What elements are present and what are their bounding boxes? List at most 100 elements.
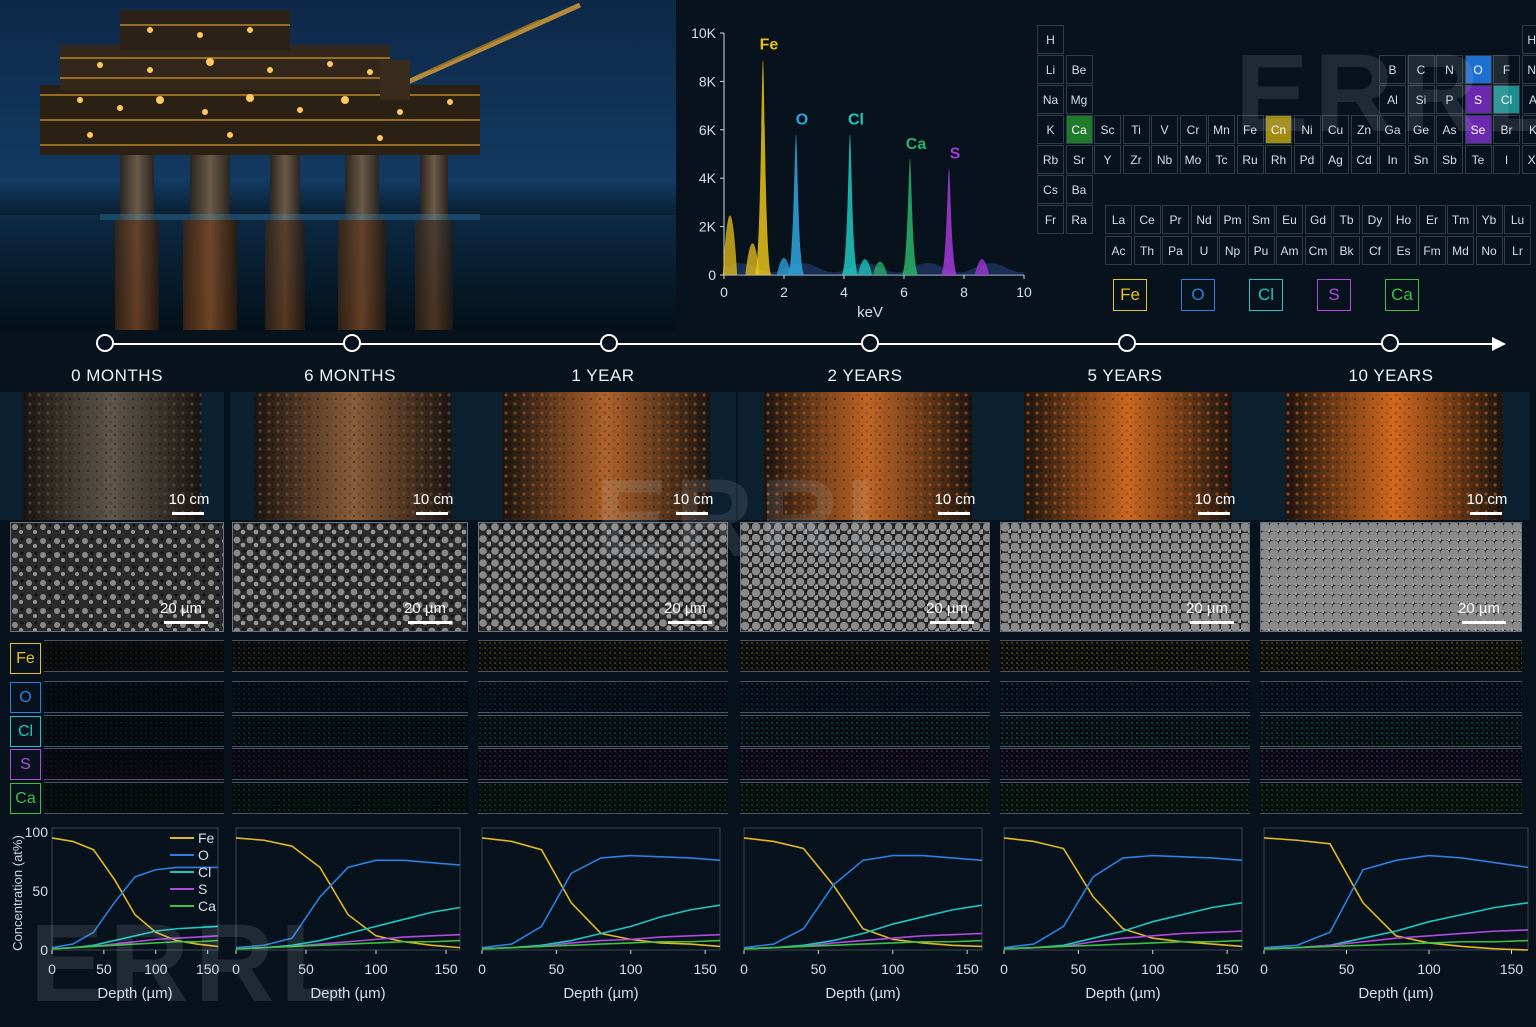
photo-scale-label: 10 cm [920,491,990,508]
element-cell-pu: Pu [1248,236,1275,265]
element-cell-pa: Pa [1162,236,1189,265]
sem-scale-label: 20 µm [1172,600,1242,617]
timeline-node [1118,334,1136,352]
photo-scale-label: 10 cm [1452,491,1522,508]
offshore-platform-photo [0,0,676,330]
element-map-s [1000,748,1250,780]
spectrum-peak-o [787,135,804,275]
element-cell-sr: Sr [1066,145,1093,174]
spectrum-peak-label-o: O [796,112,808,129]
sem-scale-bar [1462,621,1506,624]
element-cell-dy: Dy [1362,205,1389,234]
spectrum-peak-ca [901,159,918,275]
spectrum-x-axis-label: keV [857,304,883,321]
photo-scale-bar [172,512,204,515]
element-cell-sm: Sm [1248,205,1275,234]
element-cell-mg: Mg [1066,85,1093,114]
profile-x-tick-label: 0 [1260,961,1268,977]
profile-x-tick-label: 50 [811,961,827,977]
element-cell-u: U [1191,236,1218,265]
profile-x-tick-label: 100 [1417,961,1441,977]
profile-legend-label-o: O [198,847,209,863]
element-map-fe [478,640,728,672]
element-cell-fr: Fr [1037,205,1064,234]
sem-scale-label: 20 µm [650,600,720,617]
legend-item-o: O [1181,279,1215,311]
photo-scale-label: 10 cm [398,491,468,508]
timeline-axis [96,343,1494,345]
element-map-o [1000,681,1250,713]
element-cell-y: Y [1094,145,1121,174]
element-map-texture [478,783,728,814]
element-map-o [44,681,224,713]
spectrum-peak-label-cl: Cl [848,112,864,129]
spectrum-peak-cl [841,135,858,275]
element-map-texture [1000,716,1250,747]
element-map-texture [478,716,728,747]
timeline-arrowhead [1492,337,1506,351]
profile-x-tick-label: 100 [1141,961,1165,977]
element-cell-eu: Eu [1276,205,1303,234]
element-map-texture [232,783,468,814]
element-cell-ce: Ce [1134,205,1161,234]
legend-item-cl: Cl [1249,279,1283,311]
sem-scale-label: 20 µm [912,600,982,617]
profile-line-s [1264,930,1528,949]
profile-x-tick-label: 50 [1071,961,1087,977]
element-map-texture [740,641,990,672]
profile-legend-label-fe: Fe [198,830,215,846]
sem-scale-label: 20 µm [390,600,460,617]
timepoint-label: 5 YEARS [1000,366,1250,390]
sem-scale-label: 20 µm [146,600,216,617]
timeline-node [343,334,361,352]
element-map-texture [478,682,728,713]
spectrum-peak-label-s: S [950,146,961,163]
profile-legend-label-s: S [198,881,207,897]
element-map-fe [232,640,468,672]
element-map-fe [44,640,224,672]
profile-line-ca [482,941,720,949]
element-map-ca [478,782,728,814]
timepoint-label: 2 YEARS [740,366,990,390]
spectrum-peak-label-fe: Fe [760,37,779,54]
element-map-texture [1260,716,1522,747]
timeline-node [600,334,618,352]
element-cell-h: H [1037,25,1064,54]
element-map-s [232,748,468,780]
element-cell-li: Li [1037,55,1064,84]
element-map-texture [740,783,990,814]
element-cell-lr: Lr [1504,236,1531,265]
element-cell-tc: Tc [1208,145,1235,174]
element-map-texture [1000,783,1250,814]
element-cell-ca: Ca [1066,115,1093,144]
spectrum-x-tick-label: 6 [900,284,908,300]
spectrum-y-tick-label: 0 [708,267,716,283]
sem-scale-bar [408,621,452,624]
element-map-s [44,748,224,780]
element-cell-lu: Lu [1504,205,1531,234]
element-map-texture [44,682,224,713]
sem-scale-bar [930,621,974,624]
spectrum-minor-peak [975,259,989,275]
element-map-cl [740,715,990,747]
element-map-texture [740,716,990,747]
profile-x-tick-label: 50 [1339,961,1355,977]
element-cell-gd: Gd [1305,205,1332,234]
element-map-texture [740,682,990,713]
element-cell-er: Er [1419,205,1446,234]
element-map-s [478,748,728,780]
element-cell-na: Na [1037,85,1064,114]
profile-x-tick-label: 150 [693,961,717,977]
element-cell-tm: Tm [1447,205,1474,234]
spectrum-x-tick-label: 2 [780,284,788,300]
watermark-center: ERRL [595,455,918,582]
element-map-cl [478,715,728,747]
element-cell-rb: Rb [1037,145,1064,174]
spectrum-x-tick-label: 4 [840,284,848,300]
profile-line-fe [1004,838,1242,947]
photo-scale-bar [416,512,448,515]
